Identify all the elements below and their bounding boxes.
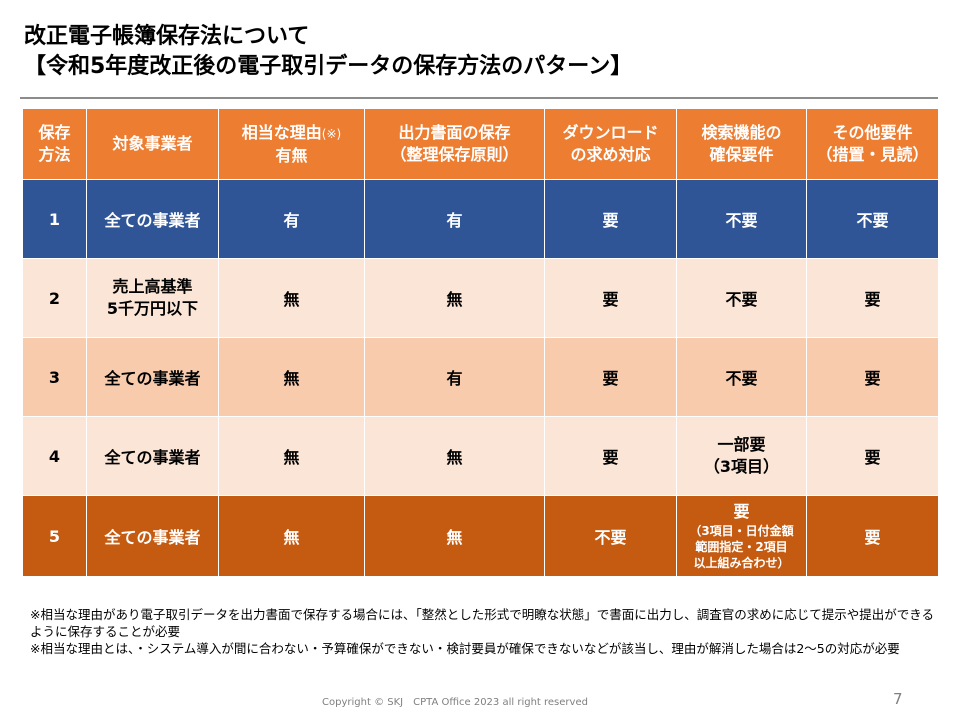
title-line-1: 改正電子帳簿保存法について — [24, 24, 310, 49]
storage-pattern-table: 保存 方法 対象事業者 相当な理由(※) 有無 出力書面の保存 （整理保存原則）… — [22, 108, 939, 577]
header-paper-storage: 出力書面の保存 （整理保存原則） — [364, 108, 545, 180]
cell-reason: 無 — [218, 258, 365, 338]
cell-target: 全ての事業者 — [86, 495, 219, 577]
cell-other: 要 — [806, 416, 939, 496]
header-other: その他要件 （措置・見読） — [806, 108, 939, 180]
cell-other: 要 — [806, 337, 939, 417]
cell-paper: 有 — [364, 337, 545, 417]
cell-search: 不要 — [676, 258, 807, 338]
cell-reason: 無 — [218, 416, 365, 496]
cell-reason: 有 — [218, 179, 365, 259]
cell-search: 一部要 （3項目） — [676, 416, 807, 496]
header-target: 対象事業者 — [86, 108, 219, 180]
cell-download: 要 — [544, 179, 677, 259]
table-row: 3 全ての事業者 無 有 要 不要 要 — [22, 337, 939, 417]
cell-no: 2 — [22, 258, 87, 338]
table-row: 2 売上高基準 5千万円以下 無 無 要 不要 要 — [22, 258, 939, 338]
table-row: 4 全ての事業者 無 無 要 一部要 （3項目） 要 — [22, 416, 939, 496]
header-download: ダウンロード の求め対応 — [544, 108, 677, 180]
table-header-row: 保存 方法 対象事業者 相当な理由(※) 有無 出力書面の保存 （整理保存原則）… — [22, 108, 939, 180]
cell-paper: 有 — [364, 179, 545, 259]
cell-target: 全ての事業者 — [86, 337, 219, 417]
title-divider — [20, 97, 938, 99]
cell-download: 要 — [544, 416, 677, 496]
cell-target: 売上高基準 5千万円以下 — [86, 258, 219, 338]
cell-target: 全ての事業者 — [86, 179, 219, 259]
cell-paper: 無 — [364, 258, 545, 338]
header-method: 保存 方法 — [22, 108, 87, 180]
cell-download: 要 — [544, 258, 677, 338]
cell-search: 不要 — [676, 179, 807, 259]
table-row: 1 全ての事業者 有 有 要 不要 不要 — [22, 179, 939, 259]
slide-title: 改正電子帳簿保存法について 【令和5年度改正後の電子取引データの保存方法のパター… — [24, 22, 632, 82]
cell-other: 要 — [806, 258, 939, 338]
copyright-text: Copyright © SKJ CPTA Office 2023 all rig… — [322, 697, 588, 708]
cell-no: 5 — [22, 495, 87, 577]
table-row: 5 全ての事業者 無 無 不要 要 （3項目・日付金額 範囲指定・2項目 以上組… — [22, 495, 939, 577]
footnote-1: ※相当な理由があり電子取引データを出力書面で保存する場合には、「整然とした形式で… — [30, 607, 934, 639]
footnote-2: ※相当な理由とは、・システム導入が間に合わない・予算確保ができない・検討要員が確… — [30, 641, 900, 656]
cell-no: 3 — [22, 337, 87, 417]
cell-search: 要 （3項目・日付金額 範囲指定・2項目 以上組み合わせ） — [676, 495, 807, 577]
page-number: 7 — [893, 690, 903, 708]
title-line-2: 【令和5年度改正後の電子取引データの保存方法のパターン】 — [24, 54, 633, 79]
cell-target: 全ての事業者 — [86, 416, 219, 496]
header-reason: 相当な理由(※) 有無 — [218, 108, 365, 180]
footnotes: ※相当な理由があり電子取引データを出力書面で保存する場合には、「整然とした形式で… — [30, 606, 940, 657]
cell-no: 4 — [22, 416, 87, 496]
cell-download: 要 — [544, 337, 677, 417]
cell-paper: 無 — [364, 416, 545, 496]
cell-search: 不要 — [676, 337, 807, 417]
cell-paper: 無 — [364, 495, 545, 577]
cell-no: 1 — [22, 179, 87, 259]
cell-download: 不要 — [544, 495, 677, 577]
cell-other: 要 — [806, 495, 939, 577]
cell-reason: 無 — [218, 337, 365, 417]
header-search: 検索機能の 確保要件 — [676, 108, 807, 180]
cell-other: 不要 — [806, 179, 939, 259]
cell-reason: 無 — [218, 495, 365, 577]
